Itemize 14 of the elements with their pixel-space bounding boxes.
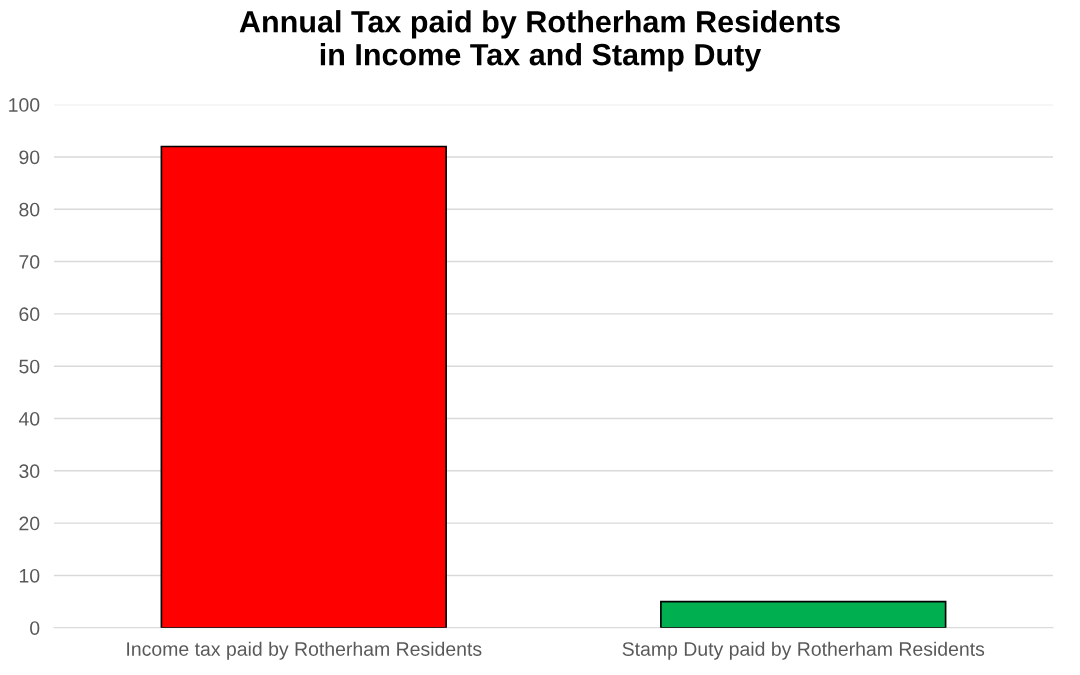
y-tick-label: 30 [19,464,40,479]
y-tick-label: 90 [19,150,40,165]
y-tick-label: 10 [19,568,40,583]
y-tick-label: 20 [19,516,40,531]
x-tick-label: Stamp Duty paid by Rotherham Residents [622,641,985,660]
y-tick-label: 40 [18,411,40,426]
y-tick-label: 50 [19,359,40,374]
y-tick-label: 60 [19,307,40,322]
y-tick-label: 80 [19,202,40,217]
y-tick-label: 0 [30,621,40,635]
x-tick-label: Income tax paid by Rotherham Residents [127,641,482,660]
y-tick-label: 100 [9,98,40,112]
y-tick-label: 70 [19,255,40,269]
chart-title: Annual Tax paid by Rotherham Residents in Income Tax and Stamp Duty [239,10,840,72]
